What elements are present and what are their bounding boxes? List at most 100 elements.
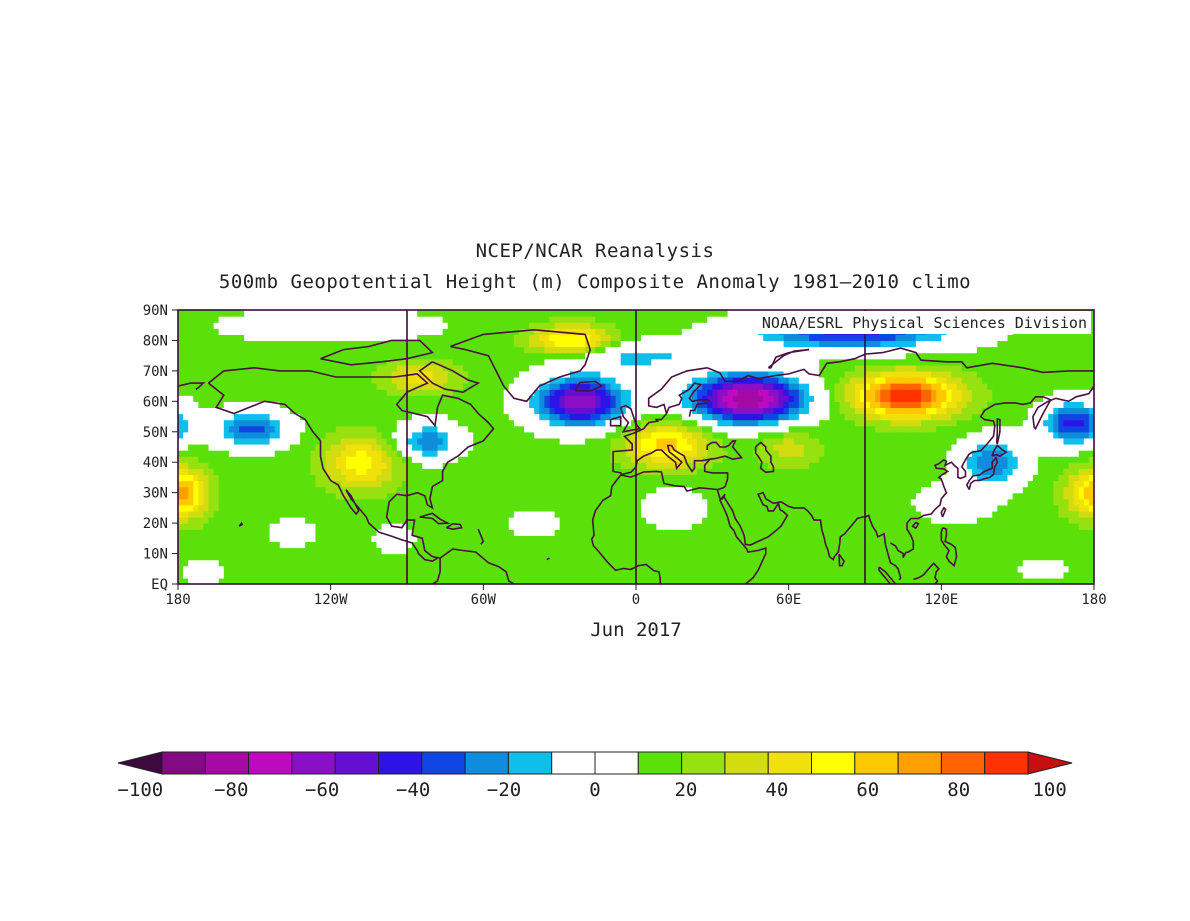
field-cell <box>1088 474 1094 482</box>
field-cell <box>691 443 698 451</box>
field-cell <box>890 480 897 488</box>
field-cell <box>300 425 306 433</box>
field-cell <box>239 474 245 482</box>
field-cell <box>483 559 490 567</box>
field-cell <box>208 492 215 500</box>
field-cell <box>381 480 388 488</box>
field-cell <box>483 462 490 469</box>
field-cell <box>574 523 581 530</box>
field-cell <box>636 510 642 518</box>
field-cell <box>198 462 205 469</box>
field-cell <box>870 529 876 536</box>
field-cell <box>966 547 973 555</box>
field-cell <box>493 492 500 500</box>
field-cell <box>625 559 632 567</box>
field-cell <box>340 577 347 584</box>
field-cell <box>559 450 566 457</box>
field-cell <box>773 492 780 500</box>
field-cell <box>239 492 245 500</box>
field-cell <box>289 480 296 488</box>
field-cell <box>712 419 719 427</box>
field-cell <box>223 523 230 530</box>
field-cell <box>335 498 342 506</box>
field-cell <box>320 425 327 433</box>
field-cell <box>508 462 515 469</box>
field-cell <box>1078 565 1085 573</box>
field-cell <box>513 462 520 469</box>
field-cell <box>574 413 581 421</box>
field-cell <box>727 456 734 463</box>
field-cell <box>803 474 810 482</box>
field-cell <box>656 492 663 500</box>
field-cell <box>605 498 612 506</box>
field-cell <box>666 437 673 445</box>
field-cell <box>870 541 876 549</box>
field-cell <box>249 541 255 549</box>
field-cell <box>371 450 378 457</box>
field-cell <box>396 510 403 518</box>
field-cell <box>203 456 210 463</box>
field-cell <box>875 517 881 524</box>
field-cell <box>554 425 561 433</box>
field-cell <box>1032 504 1039 512</box>
field-cell <box>1007 529 1014 536</box>
field-cell <box>442 571 449 579</box>
field-cell <box>610 510 617 518</box>
field-cell <box>457 413 464 421</box>
field-cell <box>875 529 881 536</box>
field-cell <box>987 577 993 584</box>
field-cell <box>559 480 566 488</box>
field-cell <box>361 413 367 421</box>
field-cell <box>233 529 240 536</box>
field-cell <box>941 517 948 524</box>
field-cell <box>895 529 902 536</box>
field-cell <box>488 571 495 579</box>
field-cell <box>732 419 739 427</box>
field-cell <box>931 419 937 427</box>
field-cell <box>564 486 571 494</box>
field-cell <box>218 419 225 427</box>
field-cell <box>315 547 322 555</box>
field-cell <box>524 559 530 567</box>
field-cell <box>707 419 713 427</box>
field-cell <box>498 571 505 579</box>
field-cell <box>279 431 286 439</box>
field-cell <box>793 480 800 488</box>
field-cell <box>676 492 683 500</box>
field-cell <box>233 553 240 561</box>
field-cell <box>1063 431 1070 439</box>
field-cell <box>330 504 337 512</box>
field-cell <box>849 571 856 579</box>
field-cell <box>783 419 790 427</box>
field-cell <box>946 504 953 512</box>
field-cell <box>351 577 357 584</box>
field-cell <box>1053 437 1059 445</box>
field-cell <box>518 510 525 518</box>
field-cell <box>315 571 322 579</box>
field-cell <box>783 504 790 512</box>
field-cell <box>1058 456 1065 463</box>
field-cell <box>727 450 734 457</box>
field-cell <box>529 468 535 475</box>
field-cell <box>1078 450 1085 457</box>
field-cell <box>915 456 922 463</box>
field-cell <box>396 480 403 488</box>
field-cell <box>564 431 571 439</box>
field-cell <box>987 498 993 506</box>
field-cell <box>228 553 235 561</box>
field-cell <box>457 468 464 475</box>
field-cell <box>564 504 571 512</box>
field-cell <box>580 425 586 433</box>
field-cell <box>839 523 846 530</box>
field-cell <box>488 510 495 518</box>
field-cell <box>737 462 744 469</box>
field-cell <box>707 413 713 421</box>
field-cell <box>1017 468 1024 475</box>
field-cell <box>753 492 759 500</box>
field-cell <box>768 443 774 451</box>
field-cell <box>457 529 464 536</box>
field-cell <box>381 450 388 457</box>
field-cell <box>829 450 836 457</box>
field-cell <box>829 547 836 555</box>
field-cell <box>300 480 306 488</box>
